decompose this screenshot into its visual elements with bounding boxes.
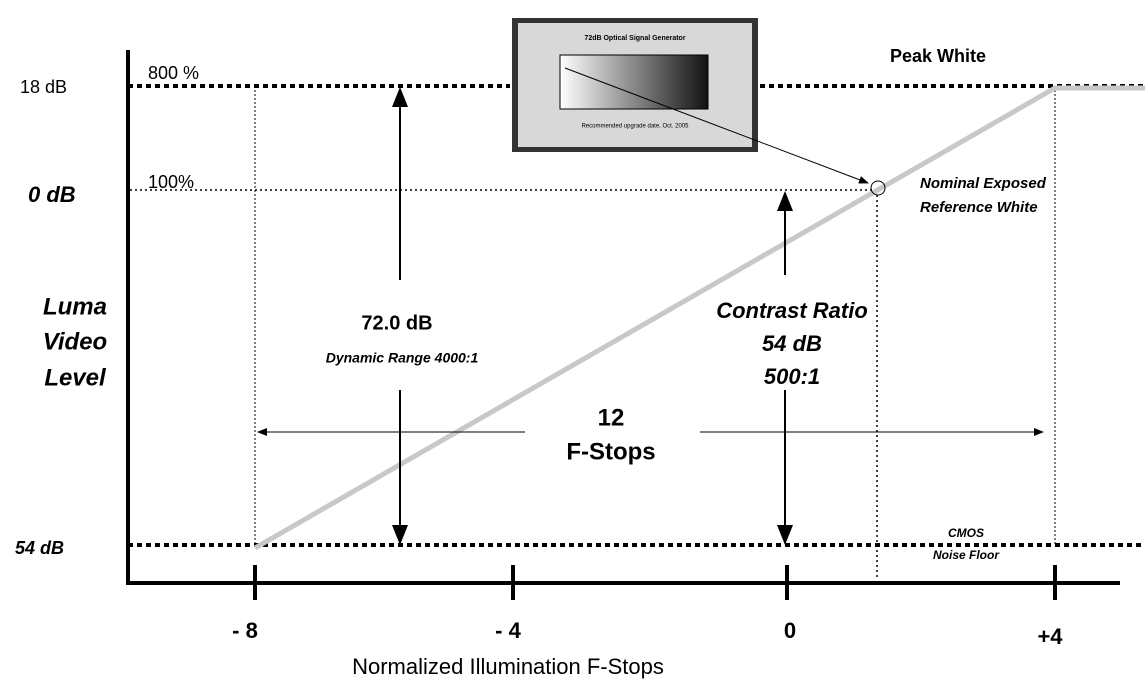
annotation: Nominal Exposed	[920, 175, 1047, 192]
y-title: Luma	[43, 293, 107, 320]
diagram: 72dB Optical Signal Generator Recommende…	[0, 0, 1145, 691]
annotation: 54 dB	[762, 331, 822, 356]
inset-image: 72dB Optical Signal Generator Recommende…	[512, 18, 758, 152]
annotation: 500:1	[764, 364, 820, 389]
x-tick-label: - 8	[232, 618, 258, 643]
y-label: 0 dB	[28, 182, 76, 207]
level-label: 100%	[148, 172, 194, 192]
annotation: 12	[598, 404, 625, 431]
x-tick-label: 0	[784, 618, 796, 643]
annotation: 72.0 dB	[361, 312, 432, 334]
annotation: Noise Floor	[933, 548, 1000, 562]
y-title: Video	[43, 328, 107, 355]
annotation: Reference White	[920, 199, 1038, 216]
annotation: Contrast Ratio	[716, 298, 868, 323]
y-title: Level	[44, 364, 107, 391]
y-label: 18 dB	[20, 77, 67, 97]
inset-title: 72dB Optical Signal Generator	[584, 35, 685, 42]
inset-caption: Recommended upgrade date, Oct. 2005	[581, 124, 689, 130]
annotation: F-Stops	[566, 438, 655, 465]
annotation: Peak White	[890, 46, 986, 66]
annotation: CMOS	[948, 526, 984, 540]
x-title: Normalized Illumination F-Stops	[352, 654, 664, 679]
x-tick-label: +4	[1037, 624, 1063, 649]
annotation: Dynamic Range 4000:1	[326, 350, 479, 366]
y-label: 54 dB	[15, 538, 64, 558]
x-tick-label: - 4	[495, 618, 521, 643]
level-label: 800 %	[148, 63, 199, 83]
